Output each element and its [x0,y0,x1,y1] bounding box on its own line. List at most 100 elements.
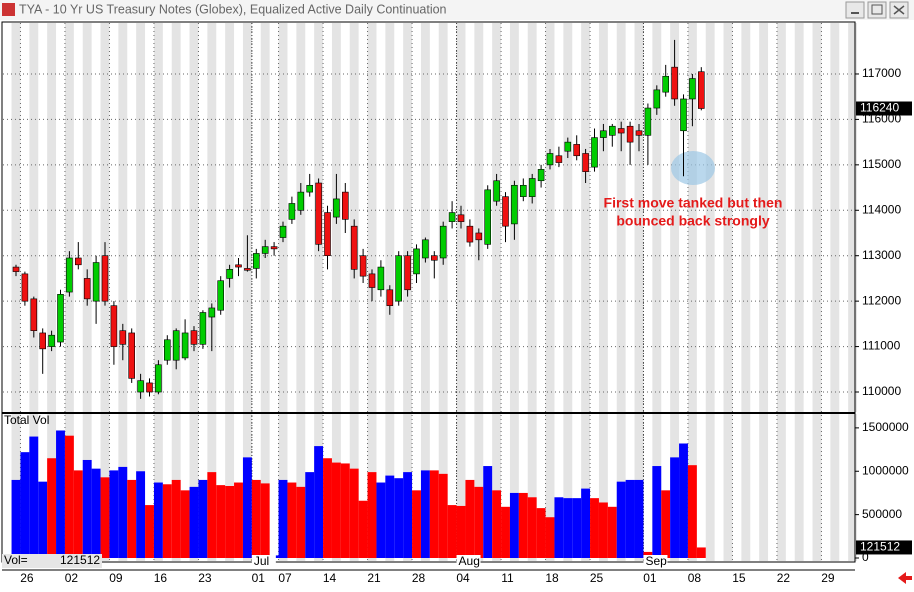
candle-body [697,71,705,109]
maximize-icon [871,4,883,15]
volume-bar [412,490,421,558]
x-tick-label: 25 [590,571,604,585]
volume-bar [91,468,101,558]
volume-bar [82,459,92,558]
window-title: TYA - 10 Yr US Treasury Notes (Globex), … [19,2,447,16]
stripe [420,23,430,412]
volume-bar [483,466,493,558]
candle-body [253,253,260,269]
candle-body [199,312,207,345]
stripe [581,414,591,561]
volume-bar [38,481,48,558]
volume-bar [696,547,706,558]
volume-bar [323,458,332,558]
stripe [509,414,519,561]
volume-bar [64,435,74,558]
stripe [456,414,466,561]
stripe [545,23,555,412]
stripe [189,23,199,412]
stripe [367,23,377,412]
candle-body [12,266,20,272]
x-tick-label: 14 [323,571,337,585]
stripe [492,23,502,412]
candle-body [288,203,296,220]
candle-body [413,248,420,275]
x-tick-label: 21 [367,571,381,585]
volume-bar [171,479,181,558]
stripe [830,414,840,561]
volume-bar [474,486,484,558]
stripe [776,23,786,412]
candle-body [555,155,563,163]
volume-bar [536,508,546,558]
stripe [598,414,608,561]
last-volume-label: 121512 [860,540,900,554]
x-tick-label: 01 [252,571,266,585]
candle-body [386,289,394,306]
stripe [830,23,840,412]
stripe [848,414,858,561]
candle-body [164,339,171,361]
stripe [527,23,537,412]
stripe [776,414,786,561]
volume-prefix: Vol= [4,553,28,567]
stripe [11,23,21,412]
stripe [349,23,359,412]
stripe [634,23,644,412]
stripe [759,23,769,412]
candle-body [306,184,314,193]
stripe [794,414,804,561]
volume-bar [625,479,635,558]
stripe [474,23,484,412]
y-tick-label: 500000 [862,507,902,521]
candle-body [119,330,127,345]
volume-bar [590,498,599,558]
candle-body [181,332,189,359]
stripe [616,23,626,412]
candle-body [635,130,643,136]
volume-bar [607,506,617,558]
stripe [207,23,217,412]
volume-bar [447,505,457,558]
candle-body [128,332,135,379]
candle-body [564,141,572,152]
stripe [848,23,858,412]
volume-bar [527,497,537,558]
y-tick-label: 1500000 [862,420,909,434]
volume-bar [438,473,448,558]
minimize-button[interactable] [845,1,865,19]
candle-body [484,189,492,245]
maximize-button[interactable] [867,1,887,19]
candle-body [297,191,305,211]
volume-bar [73,470,83,558]
stripe [118,23,128,412]
candle-body [350,225,358,270]
volume-bar [545,517,555,558]
volume-bar [331,462,341,558]
volume-bar [242,457,252,558]
candle-body [172,330,180,361]
volume-bar [429,470,439,558]
volume-bar [340,463,350,558]
candle-body [57,294,64,343]
stripe [260,23,270,412]
y-tick-label: 1000000 [862,463,909,477]
volume-bar [687,465,697,558]
candle-body [573,144,581,157]
scroll-arrow[interactable] [898,572,912,584]
candle-body [626,125,634,143]
stripe [296,23,306,412]
candle-body [244,268,251,271]
stripe [171,23,181,412]
stripe [705,414,715,561]
volume-bar [670,457,680,558]
volume-bar [20,452,30,558]
candle-body [146,382,153,393]
volume-bar [189,486,199,558]
candle-body [110,305,118,347]
stripe [794,23,804,412]
candle-body [92,262,100,302]
volume-bar [56,430,65,558]
volume-bar [581,488,591,558]
stripe [64,23,74,412]
